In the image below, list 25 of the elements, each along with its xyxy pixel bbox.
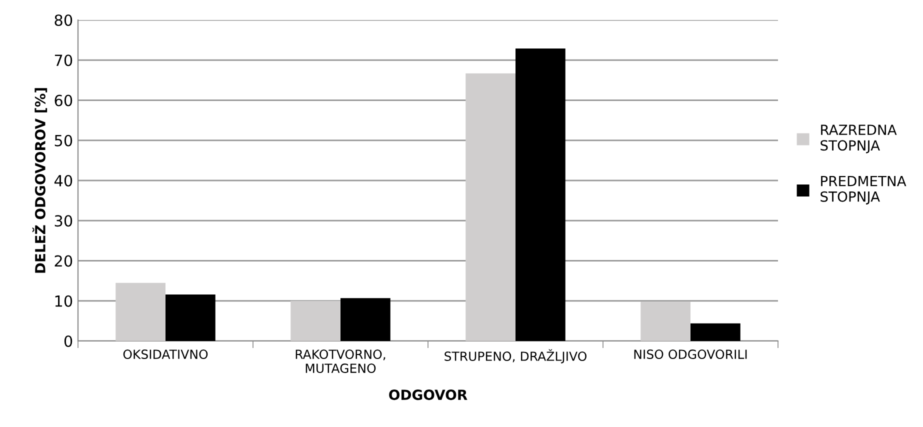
- y-tick-label: 60: [54, 94, 72, 106]
- legend-label: PREDMETNA STOPNJA: [820, 176, 906, 204]
- x-axis-title: ODGOVOR: [389, 390, 468, 400]
- y-tick-label: 10: [55, 295, 72, 307]
- x-tick-label: NISO ODGOVORILI: [634, 350, 747, 360]
- y-tick-label: 30: [54, 215, 72, 227]
- y-tick-label: 40: [54, 174, 72, 187]
- x-tick-label: RAKOTVORNO, MUTAGENO: [296, 350, 386, 374]
- bar: [466, 73, 516, 341]
- y-axis-title: DELEŽ ODGOVOROV [%]: [32, 88, 48, 273]
- bar: [340, 298, 390, 341]
- bar: [690, 323, 740, 341]
- y-tick-label: 0: [64, 335, 72, 348]
- y-tick-label: 70: [54, 54, 72, 66]
- y-tick-label: 50: [54, 134, 72, 146]
- x-tick-label: STRUPENO, DRAŽLJIVO: [444, 349, 586, 364]
- bar: [640, 302, 690, 341]
- y-tick-label: 80: [54, 14, 72, 26]
- x-tick-label: OKSIDATIVNO: [123, 350, 208, 360]
- bar: [116, 282, 166, 341]
- bar: [290, 300, 340, 341]
- y-tick-label: 20: [54, 255, 72, 267]
- bar: [516, 48, 566, 341]
- legend-label: RAZREDNA STOPNJA: [820, 124, 897, 154]
- bar: [166, 294, 216, 341]
